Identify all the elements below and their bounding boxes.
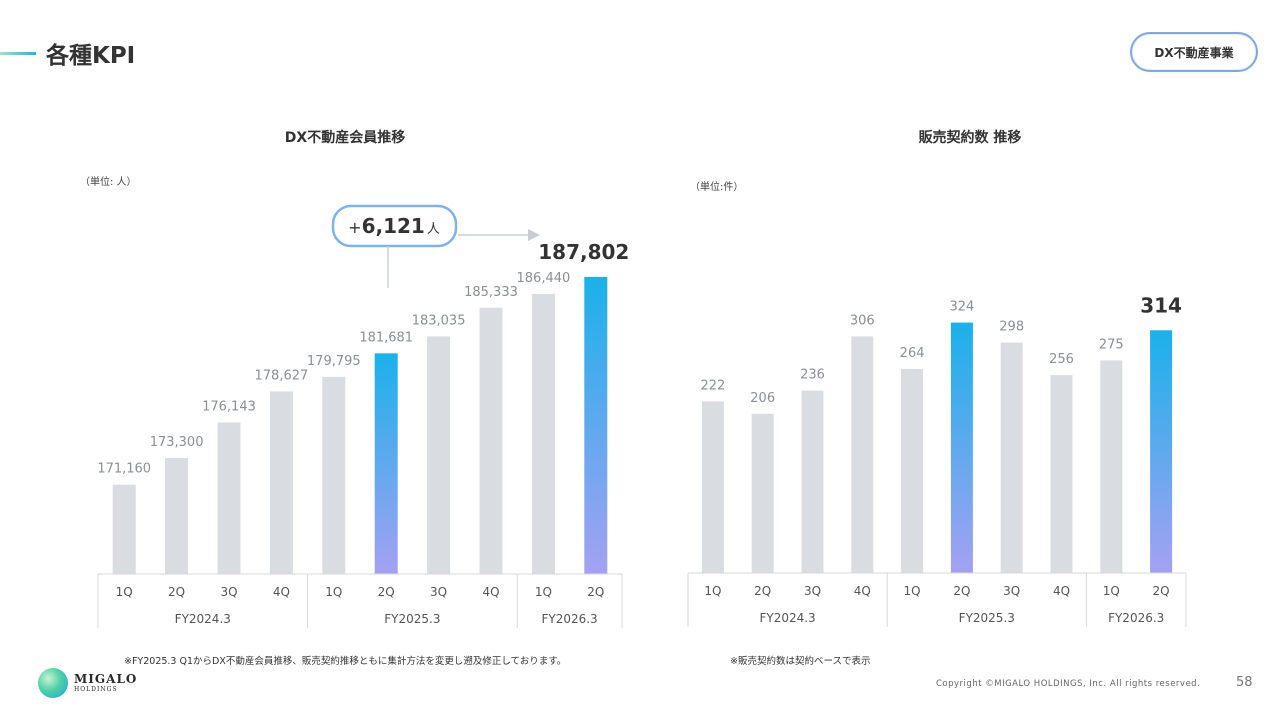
contract-value-label: 298 (999, 320, 1024, 335)
member-value-label: 185,333 (464, 285, 518, 300)
member-quarter-label: 1Q (116, 585, 133, 599)
member-fiscal-year-label: FY2025.3 (384, 612, 440, 626)
contract-quarter-label: 2Q (953, 584, 970, 598)
header-accent-line (0, 52, 36, 55)
page-title: 各種KPI (46, 43, 136, 69)
growth-callout-text: +6,121 人 (348, 214, 440, 238)
member-value-label: 187,802 (538, 240, 629, 264)
contract-bar (950, 322, 973, 573)
member-bar (531, 293, 555, 574)
contract-quarter-label: 4Q (1053, 584, 1070, 598)
contract-fiscal-year-label: FY2024.3 (759, 611, 815, 625)
contract-value-label: 324 (949, 300, 974, 315)
contract-bar (1050, 375, 1073, 573)
member-bar (112, 484, 136, 574)
contract-value-label: 256 (1049, 352, 1074, 367)
contract-value-label: 264 (900, 346, 925, 361)
page-number: 58 (1236, 675, 1253, 690)
contract-bar (1000, 342, 1023, 573)
member-chart-footnote: ※FY2025.3 Q1からDX不動産会員推移、販売契約推移ともに集計方法を変更… (124, 656, 567, 667)
contract-value-label: 314 (1140, 293, 1182, 317)
contract-quarter-label: 4Q (854, 584, 871, 598)
contract-quarter-label: 2Q (1153, 584, 1170, 598)
company-logo: MIGALO HOLDINGS (38, 668, 137, 698)
member-bar (584, 276, 608, 574)
member-bar (269, 391, 293, 574)
contract-value-label: 206 (750, 391, 775, 406)
contract-chart-unit: （単位:件） (690, 180, 743, 193)
growth-callout: +6,121 人 (331, 204, 540, 288)
contract-quarter-label: 3Q (804, 584, 821, 598)
contract-value-label: 236 (800, 368, 825, 383)
contract-quarter-label: 3Q (1003, 584, 1020, 598)
contract-chart-footnote: ※販売契約数は契約ベースで表示 (730, 656, 871, 667)
member-chart-title: DX不動産会員推移 (285, 129, 405, 146)
member-quarter-label: 3Q (220, 585, 237, 599)
member-quarter-label: 2Q (378, 585, 395, 599)
member-value-label: 179,795 (307, 354, 361, 369)
member-value-label: 186,440 (517, 271, 571, 286)
logo-name: MIGALO (74, 672, 138, 686)
member-bar (165, 457, 189, 574)
member-bar (217, 422, 241, 574)
member-quarter-label: 2Q (168, 585, 185, 599)
member-value-label: 178,627 (255, 368, 309, 383)
member-quarter-label: 2Q (587, 585, 604, 599)
logo-subname: HOLDINGS (74, 686, 118, 693)
member-quarter-label: 4Q (273, 585, 290, 599)
member-value-label: 176,143 (202, 399, 256, 414)
contract-quarter-label: 2Q (754, 584, 771, 598)
segment-badge: DX不動産事業 (1130, 32, 1258, 72)
contract-bar (801, 390, 824, 573)
member-bar (479, 307, 503, 574)
contract-bar (1150, 330, 1173, 573)
member-bar (427, 336, 451, 574)
contract-chart: 222 206 236 306 264 324 298 256 275 314 1Q 2Q 3Q 4Q 1Q… (687, 293, 1187, 627)
contract-fiscal-year-label: FY2025.3 (959, 611, 1015, 625)
contract-value-label: 306 (850, 313, 875, 328)
contract-chart-title: 販売契約数 推移 (919, 129, 1022, 146)
contract-value-label: 275 (1099, 337, 1124, 352)
member-bar (374, 353, 398, 574)
member-value-label: 183,035 (412, 313, 466, 328)
contract-bar (751, 413, 774, 573)
contract-quarter-label: 1Q (704, 584, 721, 598)
member-quarter-label: 1Q (325, 585, 342, 599)
member-quarter-label: 4Q (482, 585, 499, 599)
contract-bar (901, 368, 924, 573)
contract-bar (1100, 360, 1123, 573)
logo-mark-icon (38, 668, 68, 698)
member-value-label: 171,160 (97, 462, 151, 477)
member-fiscal-year-label: FY2026.3 (541, 612, 597, 626)
contract-quarter-label: 1Q (1103, 584, 1120, 598)
contract-bar (851, 336, 874, 573)
member-fiscal-year-label: FY2024.3 (175, 612, 231, 626)
member-value-label: 181,681 (359, 330, 413, 345)
member-bar (322, 376, 346, 574)
contract-quarter-label: 1Q (904, 584, 921, 598)
member-chart-unit: （単位: 人） (80, 175, 137, 188)
growth-callout-box (331, 204, 458, 248)
member-value-label: 173,300 (150, 435, 204, 450)
contract-fiscal-year-label: FY2026.3 (1108, 611, 1164, 625)
contract-bar (701, 401, 724, 573)
callout-arrow-head (528, 229, 540, 241)
member-quarter-label: 3Q (430, 585, 447, 599)
member-quarter-label: 1Q (535, 585, 552, 599)
contract-value-label: 222 (700, 378, 725, 393)
copyright: Copyright ©MIGALO HOLDINGS, Inc. All rig… (936, 679, 1201, 689)
